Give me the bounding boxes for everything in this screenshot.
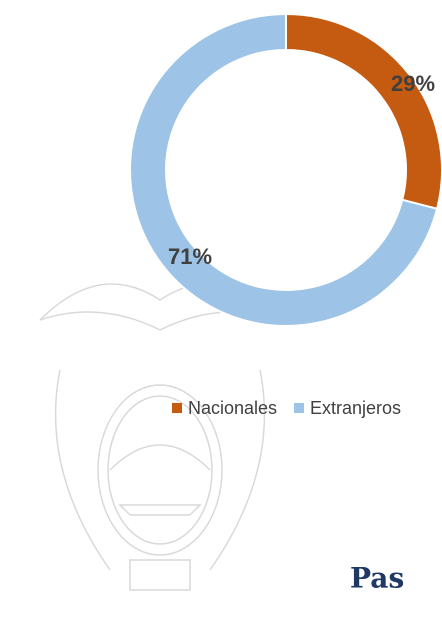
data-label: 71% [168, 244, 212, 269]
legend-label: Extranjeros [310, 398, 401, 418]
watermark-emblem [39, 283, 281, 591]
data-label: 29% [391, 71, 435, 96]
donut-slice [285, 12, 442, 211]
legend: Nacionales Extranjeros [172, 398, 401, 418]
legend-label: Nacionales [188, 398, 277, 418]
legend-swatch [294, 403, 304, 413]
legend-swatch [172, 403, 182, 413]
plot: 29% 71% [129, 12, 442, 327]
heading-fragment: Pas [350, 562, 404, 595]
donut-slice [129, 12, 439, 327]
